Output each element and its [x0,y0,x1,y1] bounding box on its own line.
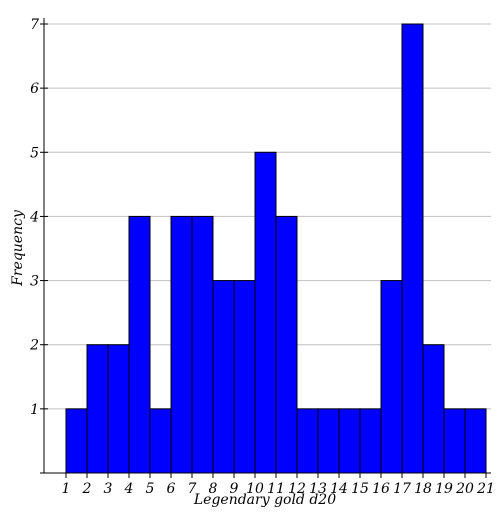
histogram-bar [212,280,235,474]
histogram-bar [443,408,466,474]
x-tick-label: 20 [455,481,474,497]
x-tick-label: 16 [372,481,390,497]
x-tick-label: 5 [146,481,155,497]
histogram-bar [380,280,403,474]
axes [40,18,491,478]
histogram-bar [359,408,382,474]
x-tick-label: 17 [393,481,411,497]
y-tick-label: 1 [30,402,39,418]
y-tick-label: 4 [29,209,39,225]
histogram-bar [86,344,109,474]
histogram-bar [149,408,172,474]
histogram-bar [191,215,214,474]
histogram-bar [464,408,487,474]
x-tick-label: 4 [124,481,134,497]
x-tick-label: 10 [246,481,264,497]
x-tick-label: 13 [309,481,327,497]
x-tick-label: 14 [330,481,348,497]
histogram-bar [275,215,298,474]
histogram-bar [338,408,361,474]
x-tick-labels: 1 2 3 4 5 6 7 8 9 10 11 12 13 14 15 16 17 18 19 20 21 [62,481,495,497]
x-tick-label: 3 [104,481,113,497]
y-tick-label: 6 [30,81,39,97]
x-axis-label: Legendary gold d20 [193,492,336,508]
histogram-bar [422,344,445,474]
histogram-bar [317,408,340,474]
x-tick-label: 9 [230,481,239,497]
histogram-bar [254,151,277,474]
y-tick-label: 2 [29,338,39,354]
x-tick-label: 1 [62,481,71,497]
x-tick-label: 6 [167,481,176,497]
histogram-bar [65,408,88,474]
y-tick-label: 5 [30,145,39,161]
histogram-bar [170,215,193,474]
x-tick-label: 2 [82,481,92,497]
x-tick-label: 18 [414,481,432,497]
histogram-bar [401,23,424,474]
x-tick-label: 11 [267,481,285,497]
y-tick-label: 7 [30,17,39,33]
y-axis-label: Frequency [10,209,26,287]
x-tick-label: 19 [435,481,453,497]
x-tick-label: 8 [209,481,218,497]
x-tick-label: 15 [351,481,369,497]
histogram-bar [296,408,319,474]
y-tick-labels: 1 2 3 4 5 6 7 [29,17,39,418]
bars [65,23,487,474]
x-tick-label: 7 [188,481,197,497]
x-tick-label: 12 [288,481,306,497]
histogram-bar [233,280,256,474]
y-tick-label: 3 [30,274,39,290]
histogram-bar [107,344,130,474]
x-tick-label: 21 [476,481,495,497]
histogram-bar [128,215,151,474]
